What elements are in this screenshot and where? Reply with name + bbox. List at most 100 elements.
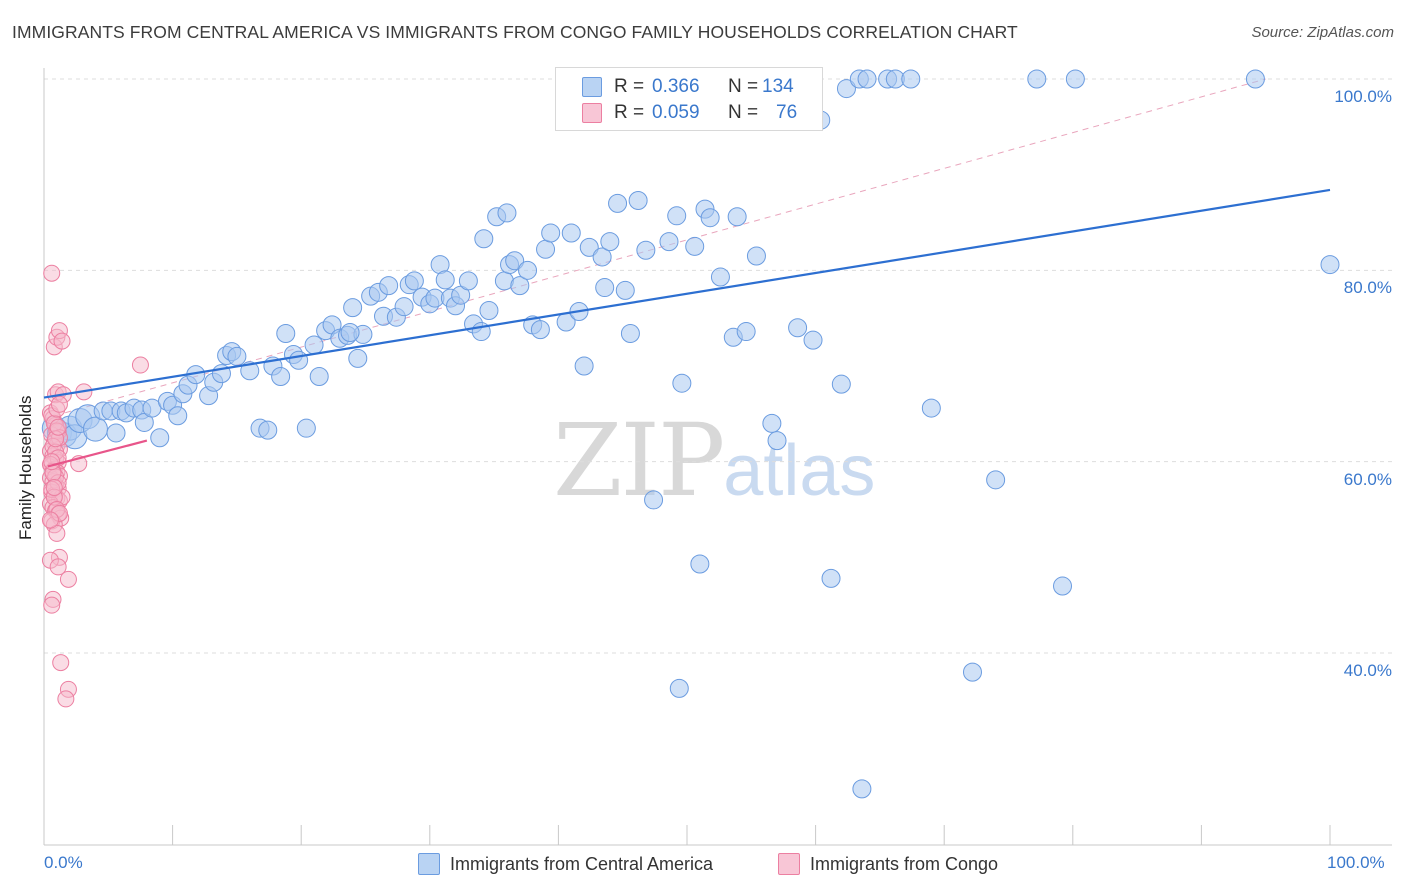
trend-lines [43,188,1331,468]
data-point-central-america [669,678,689,698]
legend-row-congo: R = 0.059 N = 76 [582,101,797,125]
data-point-central-america [746,246,766,266]
data-point-central-america [479,301,499,321]
legend-label: Immigrants from Central America [450,853,714,874]
bottom-legend-central-america: Immigrants from Central America [418,852,713,876]
data-point-central-america [659,232,679,252]
data-point-central-america [644,490,664,510]
data-point-central-america [620,323,640,343]
data-point-central-america [986,470,1006,490]
source-label: Source: ZipAtlas.com [1251,24,1394,41]
data-point-central-america [615,280,635,300]
data-point-central-america [289,350,309,370]
data-point-central-america [700,208,720,228]
data-point-central-america [579,237,599,257]
data-point-central-america [685,236,705,256]
data-point-central-america [1027,69,1047,89]
data-point-central-america [1065,69,1085,89]
correlation-legend: R = 0.366 N = 134 R = 0.059 N = 76 [555,67,823,131]
data-point-central-america [276,323,296,343]
data-point-central-america [82,416,108,442]
legend-swatch-blue [418,853,440,875]
data-point-central-america [1245,69,1265,89]
legend-swatch-blue [582,77,602,97]
data-point-central-america [541,223,561,243]
data-point-congo [45,478,63,496]
data-point-central-america [404,271,424,291]
data-point-congo [43,453,61,471]
data-point-central-america [536,239,556,259]
y-tick-label: 100.0% [1334,87,1392,106]
data-point-central-america [1320,255,1340,275]
data-point-central-america [150,428,170,448]
data-point-congo [43,264,61,282]
data-point-central-america [510,276,530,296]
legend-label: Immigrants from Congo [810,853,999,874]
legend-swatch-pink [582,103,602,123]
data-point-central-america [458,271,478,291]
n-value: 134 [762,76,794,97]
data-point-central-america [628,190,648,210]
data-point-congo [131,356,149,374]
data-point-central-america [727,207,747,227]
data-point-congo [49,558,67,576]
y-axis-label: Family Households [16,395,35,540]
bottom-legend-congo: Immigrants from Congo [778,852,998,876]
trend-line-central-america [43,188,1331,399]
data-point-central-america [227,346,247,366]
data-point-central-america [271,367,291,387]
data-point-central-america [831,374,851,394]
zipatlas-watermark: ZIPatlas [553,402,876,519]
n-value: 76 [776,102,798,123]
data-point-central-america [394,297,414,317]
x-tick-label-min: 0.0% [44,853,83,872]
y-tick-label: 60.0% [1343,469,1392,489]
data-point-central-america [309,367,329,387]
data-point-central-america [762,413,782,433]
data-point-central-america [736,322,756,342]
data-point-congo [57,690,75,708]
data-point-central-america [518,260,538,280]
data-point-congo [49,418,67,436]
data-point-congo [43,596,61,614]
data-point-central-america [821,568,841,588]
data-point-congo [53,332,71,350]
data-point-central-america [901,69,921,89]
data-point-central-america [767,431,787,451]
data-point-central-america [608,193,628,213]
y-tick-label: 80.0% [1343,278,1392,298]
data-point-central-america [857,69,877,89]
data-point-central-america [803,330,823,350]
data-point-central-america [921,398,941,418]
n-label: N = [728,76,759,97]
data-point-central-america [340,323,360,343]
data-point-central-america [600,232,620,252]
data-point-congo [41,511,59,529]
data-point-central-america [304,335,324,355]
r-value: 0.059 [652,102,700,123]
series-central-america [41,69,1340,799]
data-point-central-america [592,247,612,267]
data-point-central-america [710,267,730,287]
n-label: N = [728,102,759,123]
data-point-central-america [505,251,525,271]
data-point-central-america [672,373,692,393]
data-point-congo [50,395,68,413]
chart-title: IMMIGRANTS FROM CENTRAL AMERICA VS IMMIG… [12,22,1018,42]
series-congo [41,264,149,708]
data-point-central-america [836,79,856,99]
data-point-central-america [474,229,494,249]
r-label: R = [614,76,645,97]
data-point-central-america [595,278,615,298]
x-tick-label-max: 100.0% [1327,853,1385,872]
y-tick-label: 40.0% [1343,661,1392,680]
data-point-central-america [788,318,808,338]
data-point-central-america [852,779,872,799]
data-point-central-america [258,420,278,440]
data-point-central-america [962,662,982,682]
trend-line-congo [47,439,148,468]
data-point-central-america [497,203,517,223]
data-point-central-america [1053,576,1073,596]
data-point-central-america [667,206,687,226]
